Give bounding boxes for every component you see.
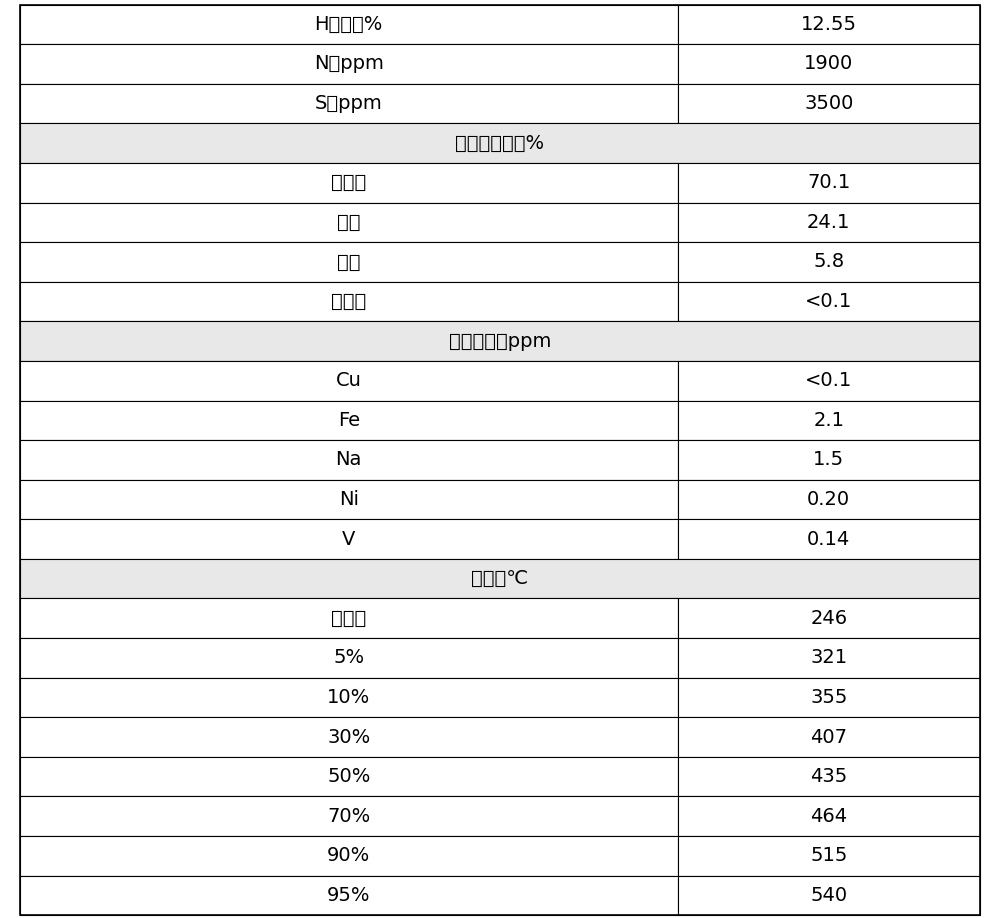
Text: 30%: 30% — [327, 728, 370, 746]
Bar — [20, 876, 678, 915]
Bar — [20, 836, 678, 876]
Bar — [678, 599, 980, 638]
Bar — [678, 638, 980, 677]
Text: 1900: 1900 — [804, 54, 853, 73]
Bar — [678, 797, 980, 836]
Bar — [678, 480, 980, 520]
Bar — [678, 836, 980, 876]
Text: 50%: 50% — [327, 767, 370, 786]
Text: 90%: 90% — [327, 846, 370, 866]
Text: 10%: 10% — [327, 688, 370, 707]
Text: 407: 407 — [810, 728, 847, 746]
Text: Cu: Cu — [336, 371, 362, 390]
Text: 初馏点: 初馏点 — [331, 609, 366, 628]
Text: V: V — [342, 530, 355, 549]
Text: 馏程，℃: 馏程，℃ — [471, 569, 529, 588]
Text: H，重量%: H，重量% — [315, 15, 383, 34]
Bar — [20, 480, 678, 520]
Bar — [20, 717, 678, 756]
Text: 355: 355 — [810, 688, 847, 707]
Text: 70.1: 70.1 — [807, 174, 850, 192]
Text: <0.1: <0.1 — [805, 292, 852, 311]
Bar — [20, 638, 678, 677]
Text: 2.1: 2.1 — [813, 411, 844, 430]
Bar — [678, 203, 980, 242]
Bar — [20, 163, 678, 203]
Bar — [678, 242, 980, 282]
Bar — [20, 203, 678, 242]
Text: 0.14: 0.14 — [807, 530, 850, 549]
Text: 12.55: 12.55 — [801, 15, 857, 34]
Text: 历青质: 历青质 — [331, 292, 366, 311]
Text: Fe: Fe — [338, 411, 360, 430]
Bar — [20, 797, 678, 836]
Text: 70%: 70% — [327, 807, 370, 826]
Text: 0.20: 0.20 — [807, 490, 850, 509]
Text: 饱和烃: 饱和烃 — [331, 174, 366, 192]
Bar — [678, 677, 980, 717]
Bar — [20, 5, 678, 44]
Bar — [20, 242, 678, 282]
Bar — [20, 44, 678, 84]
Bar — [20, 677, 678, 717]
Bar — [678, 282, 980, 321]
Text: 5%: 5% — [333, 648, 364, 667]
Bar — [678, 876, 980, 915]
Text: 族组成，重量%: 族组成，重量% — [455, 134, 545, 152]
Bar — [20, 440, 678, 480]
Text: 1.5: 1.5 — [813, 451, 844, 469]
Text: 321: 321 — [810, 648, 847, 667]
Text: 435: 435 — [810, 767, 847, 786]
Bar — [678, 717, 980, 756]
Bar — [678, 163, 980, 203]
Bar — [678, 400, 980, 440]
Text: Ni: Ni — [339, 490, 359, 509]
Text: 95%: 95% — [327, 886, 371, 905]
Text: 515: 515 — [810, 846, 847, 866]
Text: 24.1: 24.1 — [807, 213, 850, 232]
Text: Na: Na — [336, 451, 362, 469]
Bar — [20, 282, 678, 321]
Bar — [678, 520, 980, 559]
Bar — [20, 520, 678, 559]
Text: 胶质: 胶质 — [337, 252, 361, 272]
Text: N，ppm: N，ppm — [314, 54, 384, 73]
Text: 5.8: 5.8 — [813, 252, 844, 272]
Bar — [20, 400, 678, 440]
Bar — [20, 599, 678, 638]
Text: 金属含量，ppm: 金属含量，ppm — [449, 331, 551, 351]
Text: 3500: 3500 — [804, 94, 853, 113]
Text: <0.1: <0.1 — [805, 371, 852, 390]
Bar — [20, 756, 678, 797]
Bar — [678, 44, 980, 84]
Bar — [20, 361, 678, 400]
Text: 芳烃: 芳烃 — [337, 213, 361, 232]
Text: 540: 540 — [810, 886, 847, 905]
Text: 246: 246 — [810, 609, 847, 628]
Bar — [20, 123, 980, 163]
Bar — [678, 440, 980, 480]
Text: 464: 464 — [810, 807, 847, 826]
Bar — [678, 5, 980, 44]
Text: S，ppm: S，ppm — [315, 94, 383, 113]
Bar — [20, 321, 980, 361]
Bar — [678, 756, 980, 797]
Bar — [20, 559, 980, 599]
Bar — [20, 84, 678, 123]
Bar — [678, 361, 980, 400]
Bar — [678, 84, 980, 123]
